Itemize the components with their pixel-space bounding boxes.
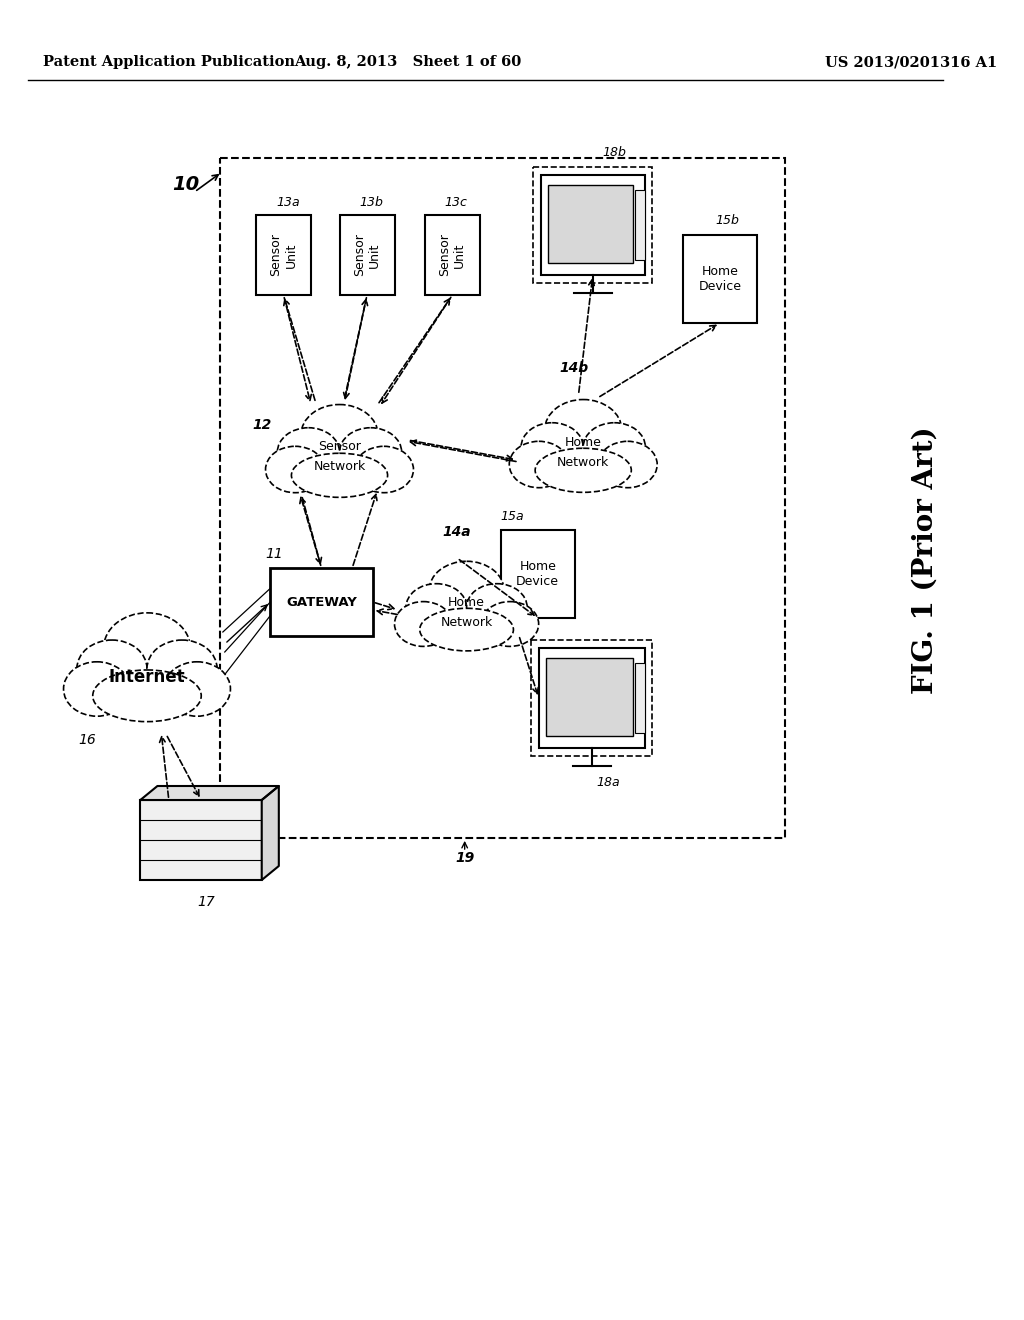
Ellipse shape [481, 602, 539, 647]
Ellipse shape [536, 449, 632, 492]
Text: Home
Device: Home Device [698, 265, 741, 293]
Text: Network: Network [440, 615, 493, 628]
Text: US 2013/0201316 A1: US 2013/0201316 A1 [825, 55, 997, 69]
Bar [340, 215, 394, 294]
Text: 18a: 18a [597, 776, 621, 789]
Ellipse shape [394, 602, 453, 647]
Bar [546, 657, 634, 737]
Ellipse shape [93, 671, 202, 722]
Ellipse shape [598, 441, 657, 487]
Bar [220, 158, 785, 838]
Ellipse shape [147, 640, 217, 697]
Text: 15a: 15a [501, 510, 524, 523]
Ellipse shape [292, 453, 388, 498]
Ellipse shape [521, 422, 584, 471]
Text: 11: 11 [265, 546, 284, 561]
Ellipse shape [63, 661, 130, 717]
Bar [425, 215, 480, 294]
Ellipse shape [340, 428, 401, 477]
Polygon shape [262, 785, 279, 880]
Ellipse shape [420, 609, 513, 651]
Text: GATEWAY: GATEWAY [286, 595, 357, 609]
Text: 19: 19 [455, 851, 474, 865]
Text: Network: Network [557, 455, 609, 469]
Ellipse shape [278, 428, 340, 477]
Ellipse shape [467, 583, 527, 631]
Ellipse shape [164, 661, 230, 717]
Text: 13a: 13a [275, 197, 300, 210]
Text: Sensor: Sensor [318, 441, 360, 454]
Text: Sensor
Unit: Sensor Unit [269, 234, 298, 276]
Text: 14a: 14a [442, 525, 471, 539]
Bar [256, 215, 311, 294]
Bar [532, 168, 652, 282]
Text: Patent Application Publication: Patent Application Publication [43, 55, 295, 69]
Bar [541, 176, 645, 275]
Bar [635, 190, 645, 260]
Bar [548, 185, 634, 263]
Bar [635, 663, 645, 733]
Text: Aug. 8, 2013   Sheet 1 of 60: Aug. 8, 2013 Sheet 1 of 60 [294, 55, 521, 69]
Bar [140, 800, 262, 880]
Ellipse shape [509, 441, 568, 487]
Ellipse shape [429, 561, 504, 619]
Ellipse shape [354, 446, 414, 492]
Bar [683, 235, 757, 323]
Text: 10: 10 [172, 176, 200, 194]
Text: Home: Home [449, 595, 485, 609]
Text: 13b: 13b [359, 197, 383, 210]
Bar [531, 640, 652, 756]
Polygon shape [140, 785, 279, 800]
Text: Sensor
Unit: Sensor Unit [353, 234, 381, 276]
Ellipse shape [407, 583, 467, 631]
Ellipse shape [265, 446, 325, 492]
Bar [270, 568, 373, 636]
Text: 15b: 15b [715, 214, 739, 227]
Text: 18b: 18b [602, 147, 626, 160]
Ellipse shape [77, 640, 147, 697]
Bar [501, 531, 574, 618]
Text: Home
Device: Home Device [516, 560, 559, 587]
Ellipse shape [545, 400, 622, 459]
Text: 13c: 13c [444, 197, 468, 210]
Text: Network: Network [313, 461, 366, 474]
Text: Internet: Internet [109, 668, 185, 686]
Ellipse shape [103, 612, 190, 684]
Text: Home: Home [565, 436, 602, 449]
Ellipse shape [584, 422, 645, 471]
Text: 16: 16 [79, 733, 96, 747]
Text: 17: 17 [197, 895, 215, 909]
Text: 12: 12 [252, 418, 271, 432]
Text: FIG. 1 (Prior Art): FIG. 1 (Prior Art) [911, 426, 938, 694]
Bar [539, 648, 645, 748]
Text: Sensor
Unit: Sensor Unit [438, 234, 466, 276]
Text: 14b: 14b [559, 360, 589, 375]
Ellipse shape [301, 404, 378, 465]
